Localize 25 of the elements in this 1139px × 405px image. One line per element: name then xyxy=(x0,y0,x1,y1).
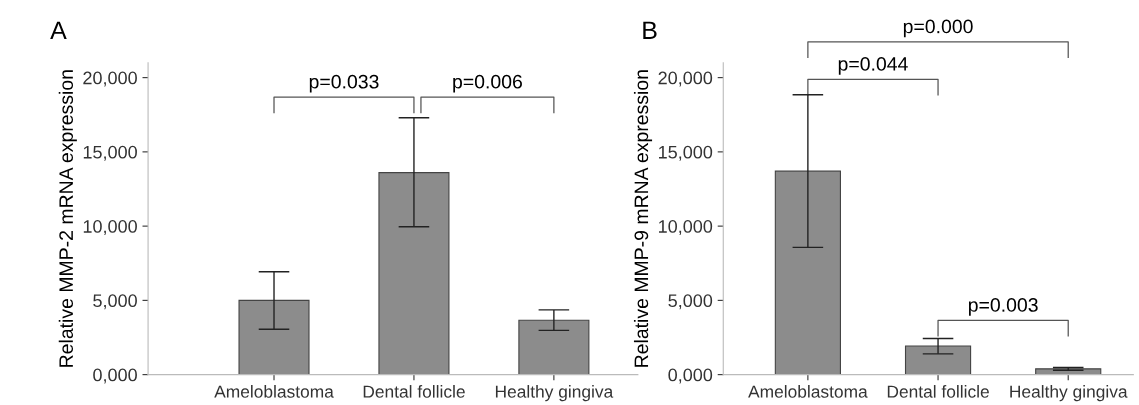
y-tick-label: 10,000 xyxy=(659,220,713,235)
y-tick-label: 0,000 xyxy=(668,368,713,384)
y-axis-title: Relative MMP-9 mRNA expression xyxy=(633,70,653,367)
y-tick-label: 5,000 xyxy=(93,294,137,310)
annotation: p=0.003 xyxy=(968,298,1038,316)
x-tick-label: Ameloblastoma xyxy=(214,385,334,398)
y-tick-label: 5,000 xyxy=(668,294,713,310)
y-axis-title: Relative MMP-2 mRNA expression xyxy=(58,70,77,367)
text: p=0.000 xyxy=(903,19,973,38)
x-tick-label: Dental follicle xyxy=(363,385,465,398)
x-tick-label: Ameloblastoma xyxy=(748,385,868,398)
annotation: p=0.033 xyxy=(309,74,379,93)
chart-title: B xyxy=(643,21,657,39)
y-tick-label: 0,000 xyxy=(93,368,137,384)
y-tick-label: 10,000 xyxy=(83,220,137,235)
annotation: p=0.044 xyxy=(838,57,908,75)
y-tick-label: 15,000 xyxy=(659,145,713,161)
y-tick-label: 15,000 xyxy=(83,145,137,161)
y-tick-label: 20,000 xyxy=(83,71,137,87)
annotation: p=0.006 xyxy=(453,74,522,93)
chart-title: A xyxy=(50,21,67,39)
x-tick-label: Healthy gingiva xyxy=(1010,385,1128,402)
y-tick-label: 20,000 xyxy=(658,71,713,87)
x-tick-label: Dental follicle xyxy=(887,385,989,398)
x-tick-label: Healthy gingiva xyxy=(495,385,614,402)
